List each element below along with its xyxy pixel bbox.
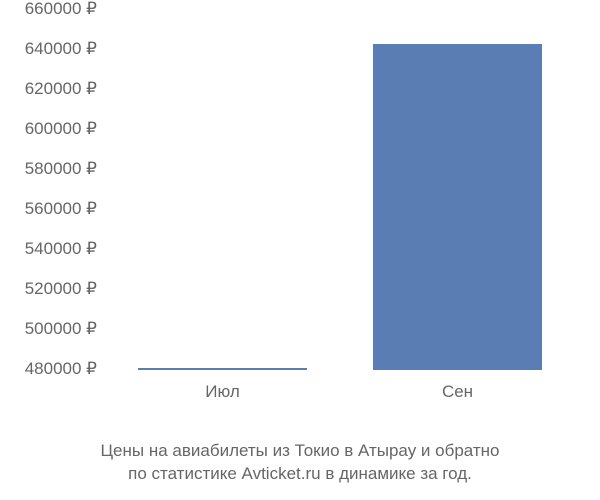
chart-caption: Цены на авиабилеты из Токио в Атырау и о… [0, 440, 600, 486]
plot-area [105, 10, 575, 370]
x-axis-tick-label: Сен [442, 382, 473, 402]
y-axis-tick-label: 500000 ₽ [25, 319, 97, 339]
y-axis-tick-label: 520000 ₽ [25, 279, 97, 299]
y-axis-tick-label: 620000 ₽ [25, 79, 97, 99]
caption-line: по статистике Avticket.ru в динамике за … [0, 463, 600, 486]
y-axis-tick-label: 600000 ₽ [25, 119, 97, 139]
bar [138, 368, 307, 370]
y-axis-tick-label: 660000 ₽ [25, 0, 97, 19]
y-axis-tick-label: 640000 ₽ [25, 39, 97, 59]
y-axis-tick-label: 580000 ₽ [25, 159, 97, 179]
y-axis-tick-label: 480000 ₽ [25, 359, 97, 379]
y-axis-tick-label: 560000 ₽ [25, 199, 97, 219]
y-axis-tick-label: 540000 ₽ [25, 239, 97, 259]
x-axis-tick-label: Июл [205, 382, 240, 402]
bar [373, 44, 542, 370]
price-chart: Цены на авиабилеты из Токио в Атырау и о… [0, 0, 600, 500]
caption-line: Цены на авиабилеты из Токио в Атырау и о… [0, 440, 600, 463]
